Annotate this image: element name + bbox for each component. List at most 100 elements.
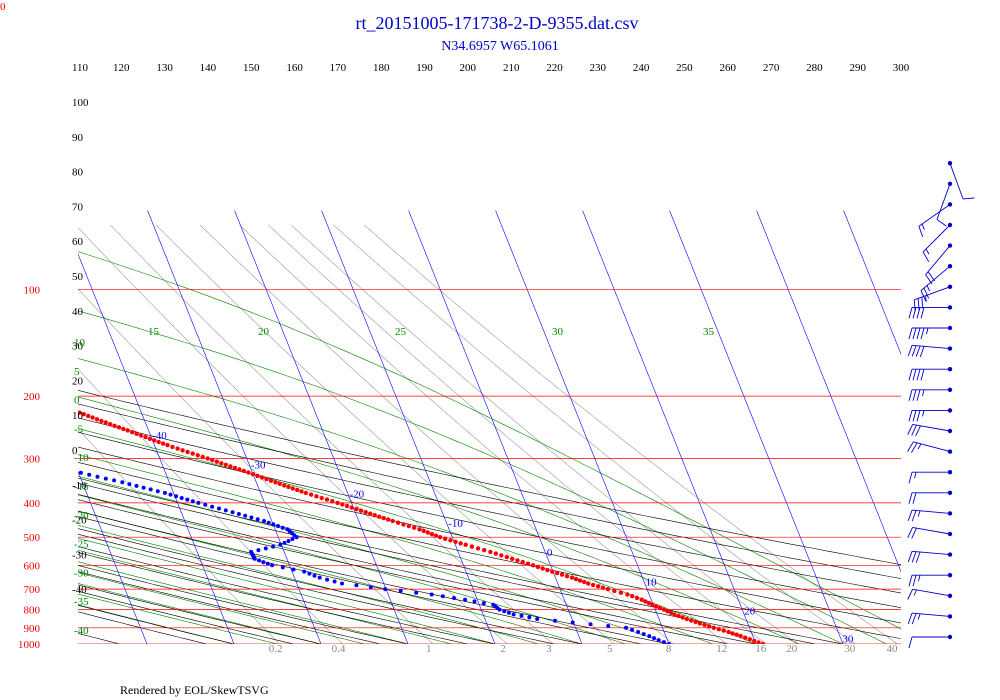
- dewpoint-point: [276, 524, 280, 528]
- temperature-point: [684, 616, 689, 622]
- wind-barbs: [907, 161, 975, 649]
- moist-adiabat-top-label: 25: [395, 326, 407, 338]
- dewpoint-point: [278, 542, 283, 547]
- dewpoint-point: [262, 519, 266, 523]
- temperature-point: [702, 622, 707, 628]
- dewpoint-point: [340, 581, 344, 586]
- dewpoint-point: [302, 569, 307, 574]
- dewpoint-point: [210, 504, 215, 509]
- dewpoint-point: [103, 476, 108, 481]
- dry-adiabat-top-label: 160: [286, 62, 303, 74]
- dry-adiabat-left-label: 50: [72, 271, 84, 283]
- temperature-point: [469, 544, 475, 549]
- temperature-point: [205, 456, 210, 461]
- dewpoint-point: [7, 455, 11, 459]
- temperature-point: [190, 451, 195, 456]
- wind-barb: [920, 264, 953, 302]
- temperature-point: [668, 610, 674, 615]
- dewpoint-point: [519, 613, 524, 618]
- dewpoint-point: [429, 592, 434, 597]
- dewpoint-point: [325, 577, 330, 582]
- temperature-point: [286, 484, 291, 490]
- dewpoint-point: [261, 560, 266, 565]
- dewpoint-point: [647, 634, 652, 639]
- isotherm: [931, 211, 1000, 652]
- moist-adiabat: [78, 604, 235, 644]
- temperature-point: [116, 425, 122, 430]
- pressure-label: 200: [24, 391, 41, 403]
- dewpoint-point: [39, 462, 43, 466]
- dewpoint-point: [271, 522, 276, 527]
- chart-title: rt_20151005-171738-2-D-9355.dat.csv: [356, 13, 639, 33]
- temperature-point: [377, 514, 382, 519]
- dry-adiabat-top-label: 180: [373, 62, 390, 74]
- dewpoint-point: [162, 490, 167, 495]
- pressure-label: 100: [24, 284, 41, 296]
- dry-adiabat-left-label: 10: [72, 410, 84, 422]
- temperature-point: [395, 520, 401, 525]
- temperature-point: [324, 497, 330, 502]
- dewpoint-point: [652, 636, 656, 641]
- temperature-point: [605, 586, 611, 592]
- moist-adiabat-left-label: 5: [74, 366, 80, 378]
- wind-barb: [913, 284, 953, 312]
- dewpoint-point: [55, 465, 59, 469]
- isotherm-label: 30: [842, 634, 854, 646]
- dewpoint-point: [286, 539, 291, 543]
- moist-adiabat-left-label: -10: [74, 452, 89, 464]
- dry-adiabat-left-label: -40: [72, 584, 87, 596]
- temperature-point: [264, 476, 269, 482]
- temperature-point: [277, 481, 282, 486]
- pressure-label: 500: [24, 532, 41, 544]
- wind-barb: [908, 634, 953, 649]
- moist-adiabat-left-label: -15: [74, 481, 89, 493]
- moist-adiabat: [78, 358, 844, 644]
- dewpoint-point: [280, 565, 285, 570]
- temperature-point: [756, 640, 761, 644]
- temperature-point: [545, 567, 550, 573]
- temperature-point: [618, 590, 624, 595]
- isotherm-label: 10: [646, 577, 658, 589]
- dewpoint-point: [506, 610, 511, 615]
- pressure-label: 600: [24, 560, 41, 572]
- temperature-point: [335, 500, 340, 506]
- dry-adiabat-top-label: 260: [719, 62, 736, 74]
- dewpoint-point: [636, 630, 641, 634]
- dewpoint-point: [256, 548, 261, 553]
- moist-adiabat-left-label: 10: [74, 337, 86, 349]
- moist-adiabat: [78, 454, 713, 644]
- temperature-point: [535, 564, 541, 570]
- temperature-point: [743, 635, 748, 640]
- dry-adiabat-top-label: 140: [200, 62, 217, 74]
- temperature-point: [0, 379, 4, 383]
- temperature-point: [259, 475, 265, 480]
- dewpoint-point: [307, 571, 312, 576]
- dewpoint-point: [223, 508, 228, 513]
- temperature-point: [223, 462, 228, 467]
- dry-adiabat-top-label: 240: [633, 62, 650, 74]
- temperature-point: [716, 627, 721, 632]
- temperature-point: [726, 629, 731, 635]
- dewpoint-point: [134, 483, 139, 488]
- mixing-ratio-line: [109, 224, 554, 644]
- dewpoint-point: [257, 558, 262, 563]
- temperature-point: [707, 624, 712, 629]
- wind-barb: [925, 243, 953, 285]
- temperature-point: [44, 397, 48, 401]
- dewpoint-point: [185, 497, 190, 502]
- moist-adiabat: [78, 251, 901, 630]
- wind-barb: [907, 509, 953, 522]
- dewpoint-point: [266, 520, 271, 525]
- temperature-point: [372, 513, 377, 518]
- temperature-point: [730, 631, 735, 636]
- temperature-point: [363, 510, 368, 515]
- wind-barb: [907, 550, 953, 563]
- isotherm: [582, 210, 757, 644]
- temperature-point: [273, 480, 278, 485]
- temperature-point: [657, 605, 663, 611]
- dewpoint-point: [243, 513, 248, 518]
- isotherm-label: -10: [448, 518, 463, 530]
- temperature-point: [463, 542, 468, 547]
- mixing-ratio-line: [239, 224, 727, 644]
- diagram-grid: [78, 210, 1000, 652]
